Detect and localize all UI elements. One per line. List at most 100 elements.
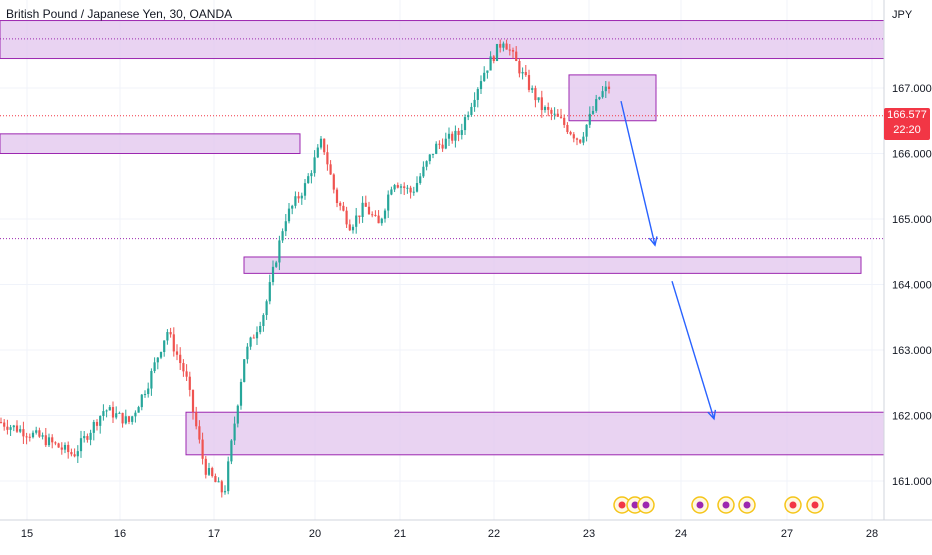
candle bbox=[431, 153, 435, 159]
candle bbox=[403, 182, 406, 196]
candle bbox=[537, 97, 540, 103]
event-marker-icon bbox=[637, 496, 655, 514]
candle-body bbox=[326, 152, 329, 165]
candle bbox=[275, 260, 278, 268]
y-tick-label: 164.000 bbox=[892, 280, 932, 292]
candle-body bbox=[12, 425, 15, 428]
candle-body bbox=[236, 405, 239, 424]
candle bbox=[73, 448, 76, 458]
candle bbox=[140, 393, 143, 411]
candle bbox=[332, 173, 335, 194]
candle-body bbox=[28, 436, 31, 438]
candle-body bbox=[447, 133, 451, 139]
candle-body bbox=[204, 458, 207, 475]
candle-body bbox=[227, 461, 230, 492]
candle-body bbox=[579, 139, 582, 143]
candle-body bbox=[188, 376, 191, 390]
arrow-shaft bbox=[620, 100, 656, 246]
candle-body bbox=[281, 231, 284, 241]
candle bbox=[217, 477, 220, 483]
candle bbox=[239, 378, 243, 410]
y-tick-label: 161.000 bbox=[892, 476, 932, 488]
candle bbox=[214, 473, 217, 483]
candle-body bbox=[511, 50, 515, 52]
candle-body bbox=[31, 432, 35, 438]
candle-body bbox=[351, 226, 355, 231]
candle-body bbox=[569, 132, 572, 135]
candle bbox=[204, 455, 207, 479]
candle-body bbox=[127, 416, 131, 422]
candle bbox=[463, 114, 467, 136]
candle-body bbox=[41, 435, 44, 437]
candle-body bbox=[563, 117, 566, 125]
x-tick-label: 15 bbox=[21, 528, 33, 540]
candle-body bbox=[211, 468, 214, 477]
candle bbox=[188, 371, 191, 397]
candle bbox=[447, 127, 451, 147]
candle-body bbox=[537, 97, 540, 101]
candle-body bbox=[467, 114, 470, 118]
candle-body bbox=[153, 362, 156, 372]
candle bbox=[191, 389, 195, 420]
candle-body bbox=[371, 214, 374, 216]
candle bbox=[591, 105, 595, 116]
candle-body bbox=[15, 425, 19, 432]
candle bbox=[390, 186, 393, 196]
candle-body bbox=[604, 86, 607, 92]
candle bbox=[412, 186, 415, 196]
candle bbox=[287, 203, 291, 224]
candle-body bbox=[230, 440, 233, 462]
candle bbox=[163, 340, 166, 357]
candle-body bbox=[166, 332, 169, 341]
candle-body bbox=[399, 186, 403, 188]
candle-body bbox=[531, 88, 534, 90]
candle-body bbox=[595, 99, 598, 111]
candle bbox=[595, 94, 598, 113]
candle bbox=[67, 441, 70, 459]
last-price-value: 166.577 bbox=[887, 109, 927, 121]
candle bbox=[44, 427, 47, 447]
candle bbox=[265, 299, 268, 320]
candle-body bbox=[419, 176, 422, 184]
candle bbox=[367, 201, 371, 215]
candle-body bbox=[374, 214, 377, 216]
candle-body bbox=[403, 186, 406, 189]
event-marker-dot bbox=[631, 501, 639, 509]
candle bbox=[534, 85, 537, 108]
candle bbox=[54, 441, 57, 446]
candle-body bbox=[111, 407, 115, 418]
candle bbox=[291, 204, 294, 215]
candle-body bbox=[601, 91, 604, 98]
arrow-shaft bbox=[671, 281, 715, 419]
candle bbox=[374, 210, 377, 217]
candle bbox=[588, 106, 591, 128]
candle-body bbox=[345, 210, 348, 225]
candle-body bbox=[278, 240, 281, 263]
candle bbox=[604, 81, 607, 98]
candle-body bbox=[367, 206, 371, 215]
candle-body bbox=[143, 394, 147, 396]
candle bbox=[553, 107, 556, 120]
event-marker-dot bbox=[811, 501, 819, 509]
price-zone bbox=[0, 133, 301, 155]
candle bbox=[585, 124, 588, 142]
candle bbox=[575, 137, 579, 146]
candle bbox=[342, 201, 345, 212]
candle-body bbox=[591, 110, 595, 114]
candle-body bbox=[390, 189, 393, 195]
candle-body bbox=[163, 340, 166, 352]
candle-body bbox=[198, 426, 201, 440]
event-marker-dot bbox=[743, 501, 751, 509]
candle bbox=[9, 424, 12, 437]
candle-body bbox=[95, 421, 99, 426]
candle bbox=[198, 420, 201, 444]
candle-body bbox=[207, 468, 211, 475]
candle bbox=[486, 70, 489, 79]
candle bbox=[361, 196, 364, 223]
candle-body bbox=[518, 61, 521, 74]
candle bbox=[492, 54, 495, 64]
candle-body bbox=[383, 210, 387, 219]
candle bbox=[307, 173, 310, 184]
candle-body bbox=[172, 334, 175, 352]
